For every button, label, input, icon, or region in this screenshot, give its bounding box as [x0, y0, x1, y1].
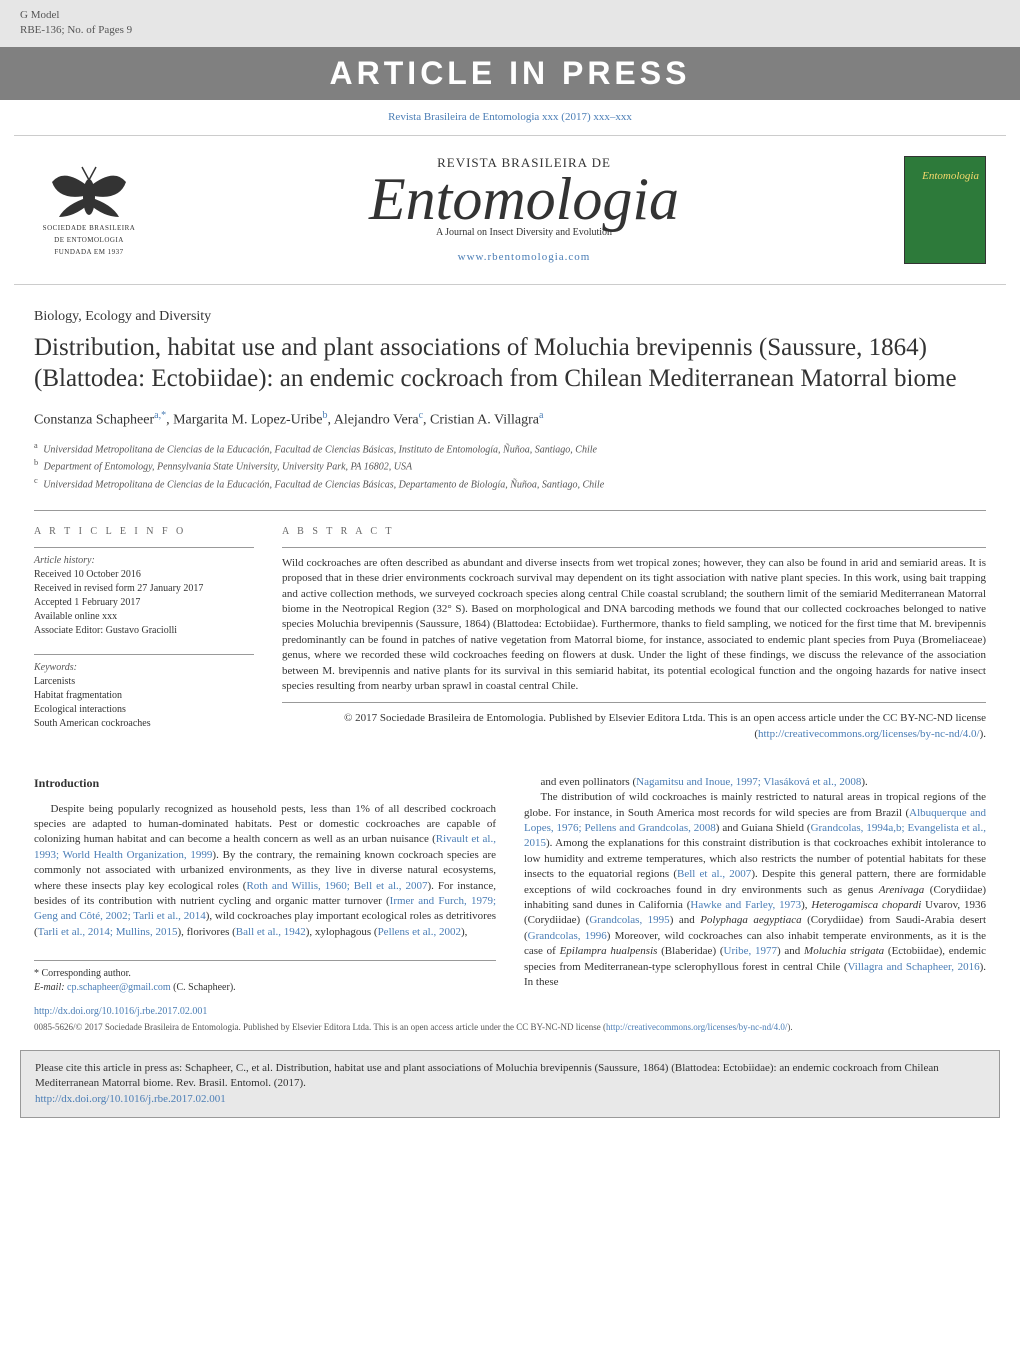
- author-list: Constanza Schapheera,*, Margarita M. Lop…: [34, 409, 986, 430]
- cite-text: Please cite this article in press as: Sc…: [35, 1062, 939, 1089]
- affiliation-line: c Universidad Metropolitana de Ciencias …: [34, 475, 986, 492]
- doi-line: http://dx.doi.org/10.1016/j.rbe.2017.02.…: [0, 995, 1020, 1021]
- abstract-body: Wild cockroaches are often described as …: [282, 547, 986, 704]
- keyword-line: Larcenists: [34, 675, 254, 689]
- corresponding-label: * Corresponding author.: [34, 967, 496, 981]
- email-tail: (C. Schapheer).: [171, 982, 236, 993]
- footer-license-line: 0085-5626/© 2017 Sociedade Brasileira de…: [0, 1021, 1020, 1044]
- keywords-block: Keywords: LarcenistsHabitat fragmentatio…: [34, 654, 254, 731]
- journal-subtitle: A Journal on Insect Diversity and Evolut…: [144, 226, 904, 240]
- article-info-head: A R T I C L E I N F O: [34, 525, 254, 539]
- license-link[interactable]: http://creativecommons.org/licenses/by-n…: [758, 728, 980, 740]
- running-citation: Revista Brasileira de Entomologia xxx (2…: [0, 100, 1020, 135]
- keyword-line: Habitat fragmentation: [34, 689, 254, 703]
- history-line: Received 10 October 2016: [34, 568, 254, 582]
- introduction-heading: Introduction: [34, 775, 496, 792]
- journal-title: Entomologia: [144, 172, 904, 226]
- author-email-link[interactable]: cp.schapheer@gmail.com: [67, 982, 171, 993]
- keyword-line: South American cockroaches: [34, 717, 254, 731]
- abstract-head: A B S T R A C T: [282, 525, 986, 539]
- article-title: Distribution, habitat use and plant asso…: [34, 332, 986, 395]
- logo-caption-1: SOCIEDADE BRASILEIRA: [34, 224, 144, 234]
- email-label: E-mail:: [34, 982, 65, 993]
- article-in-press-banner: ARTICLE IN PRESS: [0, 47, 1020, 100]
- abstract-column: A B S T R A C T Wild cockroaches are oft…: [282, 525, 986, 747]
- logo-caption-3: FUNDADA EM 1937: [34, 248, 144, 258]
- body-left-para: Despite being popularly recognized as ho…: [34, 802, 496, 941]
- affiliation-line: a Universidad Metropolitana de Ciencias …: [34, 440, 986, 457]
- body-right-column: and even pollinators (Nagamitsu and Inou…: [524, 775, 986, 995]
- article-info-column: A R T I C L E I N F O Article history: R…: [34, 525, 254, 747]
- affiliations: a Universidad Metropolitana de Ciencias …: [34, 440, 986, 492]
- history-line: Received in revised form 27 January 2017: [34, 582, 254, 596]
- butterfly-icon: [44, 162, 134, 222]
- history-line: Accepted 1 February 2017: [34, 596, 254, 610]
- cite-doi-link[interactable]: http://dx.doi.org/10.1016/j.rbe.2017.02.…: [35, 1093, 226, 1105]
- journal-banner: SOCIEDADE BRASILEIRA DE ENTOMOLOGIA FUND…: [14, 135, 1006, 285]
- keywords-label: Keywords:: [34, 661, 254, 675]
- cover-title: Entomologia: [922, 169, 979, 184]
- doi-link[interactable]: http://dx.doi.org/10.1016/j.rbe.2017.02.…: [34, 1006, 207, 1017]
- history-line: Associate Editor: Gustavo Graciolli: [34, 624, 254, 638]
- history-line: Available online xxx: [34, 610, 254, 624]
- section-label: Biology, Ecology and Diversity: [34, 307, 986, 327]
- article-history-block: Article history: Received 10 October 201…: [34, 547, 254, 638]
- society-logo: SOCIEDADE BRASILEIRA DE ENTOMOLOGIA FUND…: [34, 162, 144, 257]
- body-columns: Introduction Despite being popularly rec…: [34, 775, 986, 995]
- article-ref: RBE-136; No. of Pages 9: [20, 23, 132, 38]
- logo-caption-2: DE ENTOMOLOGIA: [34, 236, 144, 246]
- header-strip: G Model RBE-136; No. of Pages 9: [0, 0, 1020, 47]
- history-label: Article history:: [34, 554, 254, 568]
- abstract-copyright: © 2017 Sociedade Brasileira de Entomolog…: [282, 703, 986, 742]
- affiliation-line: b Department of Entomology, Pennsylvania…: [34, 457, 986, 474]
- body-left-column: Introduction Despite being popularly rec…: [34, 775, 496, 995]
- journal-cover-thumbnail: Entomologia: [904, 156, 986, 264]
- g-model-label: G Model: [20, 8, 132, 23]
- running-citation-link[interactable]: Revista Brasileira de Entomologia xxx (2…: [388, 111, 632, 123]
- body-right-para: and even pollinators (Nagamitsu and Inou…: [524, 775, 986, 990]
- keyword-line: Ecological interactions: [34, 703, 254, 717]
- cite-this-article-box: Please cite this article in press as: Sc…: [20, 1050, 1000, 1118]
- footer-license-link[interactable]: http://creativecommons.org/licenses/by-n…: [606, 1022, 787, 1032]
- corresponding-footnote: * Corresponding author. E-mail: cp.schap…: [34, 960, 496, 995]
- journal-title-block: REVISTA BRASILEIRA DE Entomologia A Jour…: [144, 154, 904, 266]
- journal-url-link[interactable]: www.rbentomologia.com: [458, 251, 591, 263]
